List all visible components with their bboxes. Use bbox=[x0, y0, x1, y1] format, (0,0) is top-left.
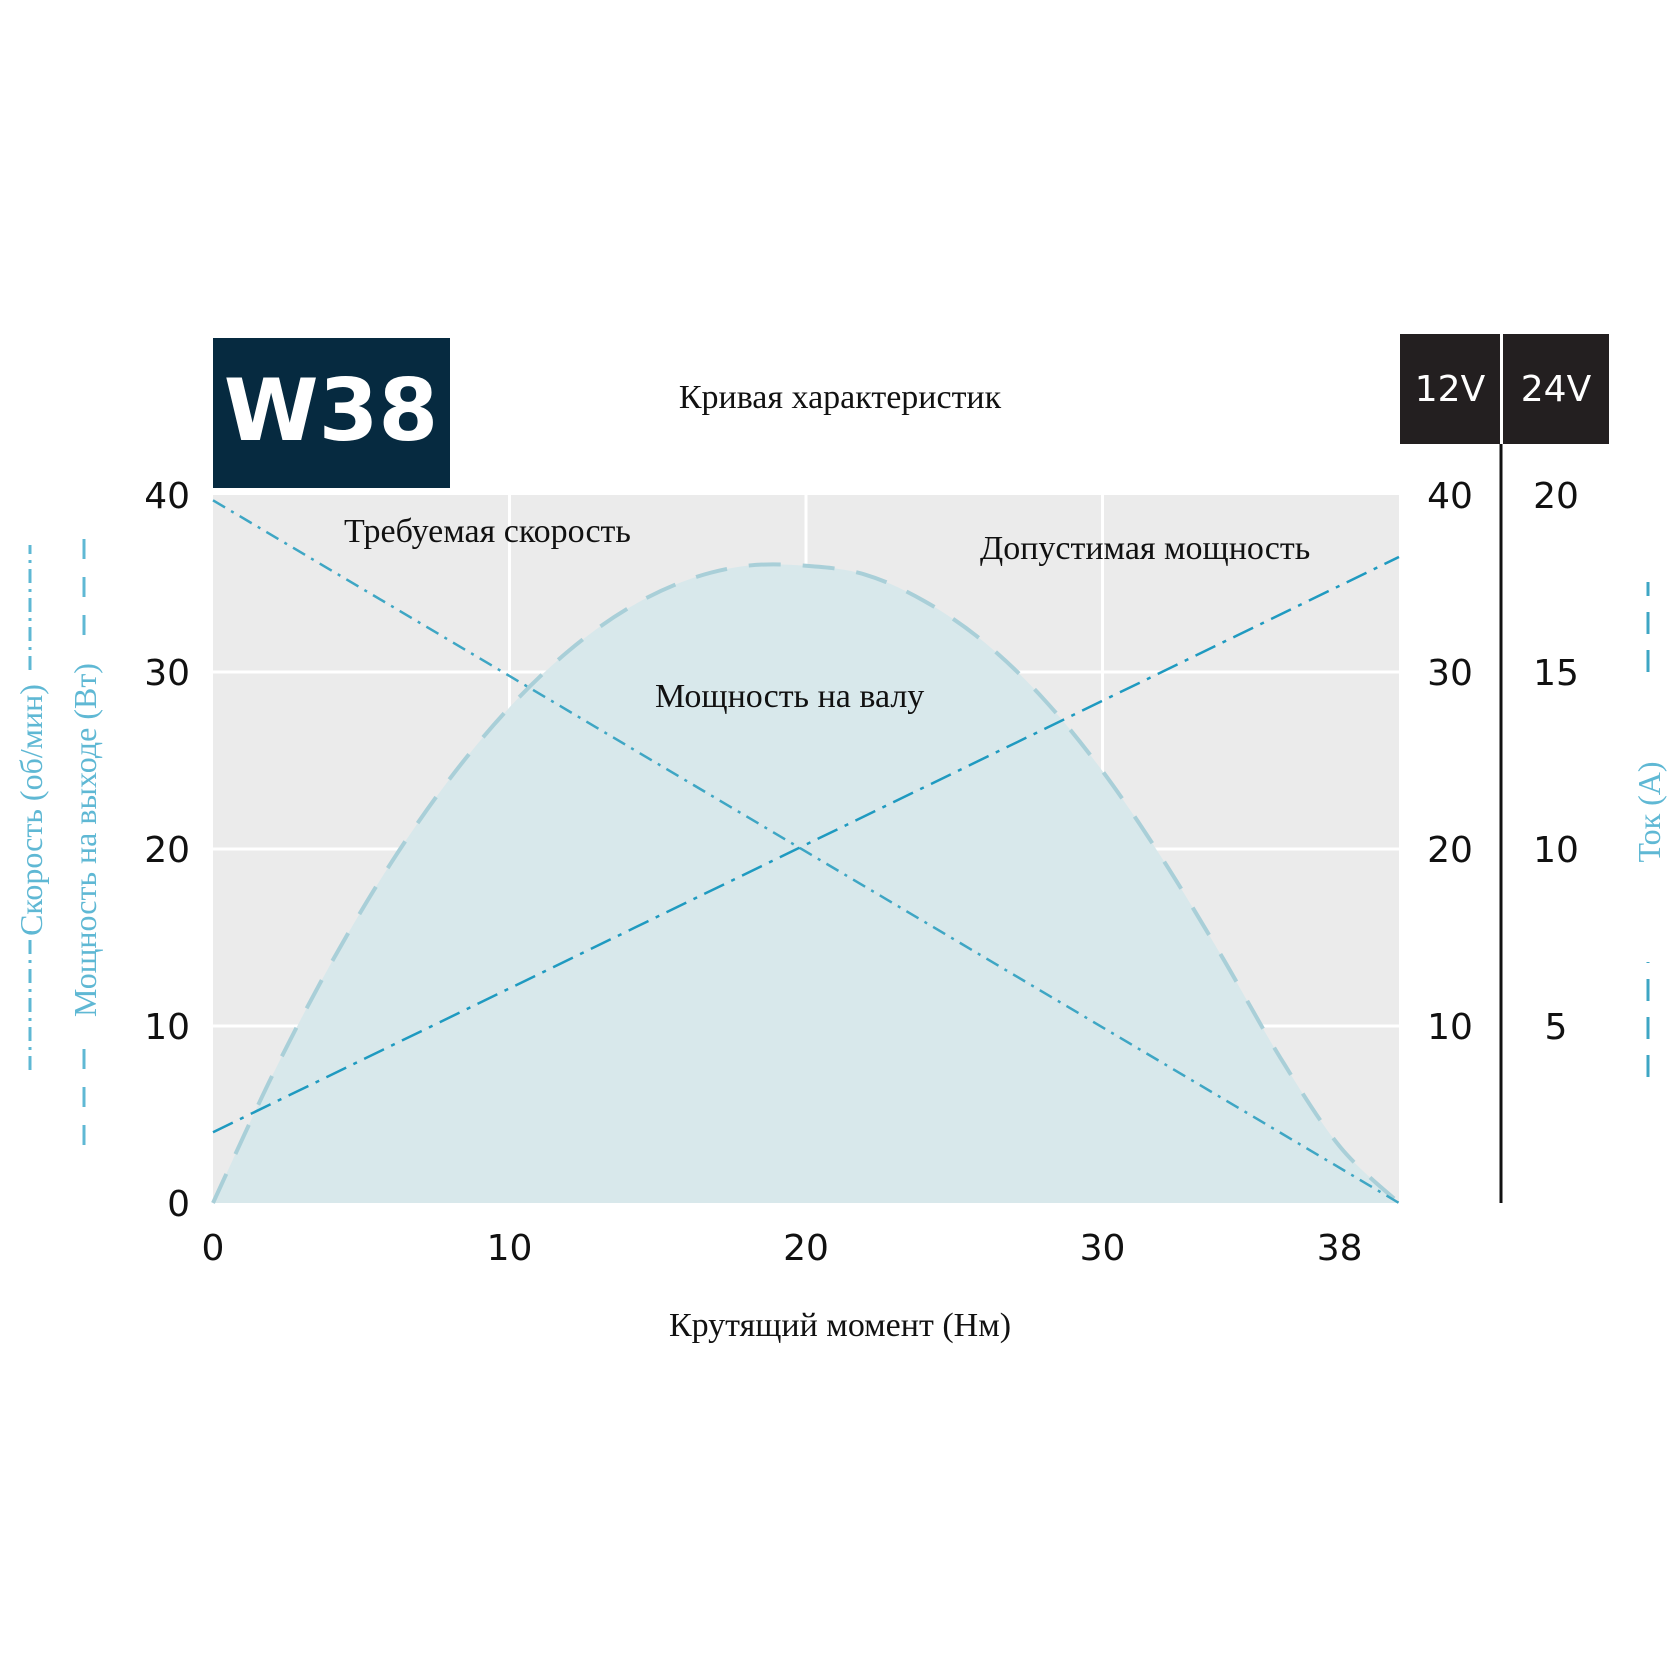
series-layer bbox=[211, 499, 1401, 1205]
y-axis-label-speed-group: Скорость (об/мин) bbox=[13, 545, 49, 1070]
right-tick-label-24v: 10 bbox=[1533, 830, 1579, 871]
right-tick-label-24v: 5 bbox=[1545, 1007, 1568, 1048]
x-tick-label: 20 bbox=[783, 1228, 829, 1269]
y-tick-label: 0 bbox=[167, 1184, 190, 1225]
x-axis-label: Крутящий момент (Нм) bbox=[669, 1307, 1011, 1344]
y-axis-label-speed: Скорость (об/мин) bbox=[13, 684, 49, 936]
model-badge-label: W38 bbox=[224, 361, 439, 461]
y-axis-label-power: Мощность на выходе (Вт) bbox=[67, 663, 103, 1017]
x-tick-label: 10 bbox=[487, 1228, 533, 1269]
y-tick-label: 20 bbox=[144, 830, 190, 871]
right-tick-label-12v: 40 bbox=[1427, 476, 1473, 517]
model-badge bbox=[213, 338, 450, 488]
right-tick-label-12v: 10 bbox=[1427, 1007, 1473, 1048]
right-tick-label-24v: 20 bbox=[1533, 476, 1579, 517]
voltage-header-24v: 24V bbox=[1521, 369, 1592, 410]
allowed-power-line bbox=[212, 555, 1400, 1134]
series-label-allowed-power: Допустимая мощность bbox=[980, 530, 1310, 567]
shaft-power-area bbox=[213, 564, 1399, 1203]
shaft-power-curve bbox=[211, 562, 1401, 1205]
series-label-shaft-power: Мощность на валу bbox=[655, 678, 924, 715]
x-tick-label: 38 bbox=[1317, 1228, 1363, 1269]
right-tick-label-24v: 15 bbox=[1533, 653, 1579, 694]
x-tick-label: 0 bbox=[202, 1228, 225, 1269]
required-speed-line bbox=[212, 499, 1400, 1205]
voltage-header-12v: 12V bbox=[1415, 369, 1486, 410]
y-axis-label-power-group: Мощность на выходе (Вт) bbox=[67, 530, 103, 1145]
y-tick-label: 30 bbox=[144, 653, 190, 694]
y-axis-label-current: Ток (A) bbox=[1631, 761, 1667, 862]
y-axis-label-current-group: Ток (A) bbox=[1631, 582, 1667, 1077]
voltage-header-12v-bg bbox=[1400, 334, 1500, 444]
right-tick-label-12v: 30 bbox=[1427, 653, 1473, 694]
chart-title: Кривая характеристик bbox=[679, 379, 1002, 416]
y-tick-label: 10 bbox=[144, 1007, 190, 1048]
tick-labels: 0 10 20 30 40 0 10 20 30 38 40 30 20 10 20 15 10 5 bbox=[144, 476, 1579, 1269]
series-label-required-speed: Требуемая скорость bbox=[344, 513, 631, 550]
y-tick-label: 40 bbox=[144, 476, 190, 517]
voltage-header-24v-bg bbox=[1503, 334, 1609, 444]
x-tick-label: 30 bbox=[1080, 1228, 1126, 1269]
right-tick-label-12v: 20 bbox=[1427, 830, 1473, 871]
